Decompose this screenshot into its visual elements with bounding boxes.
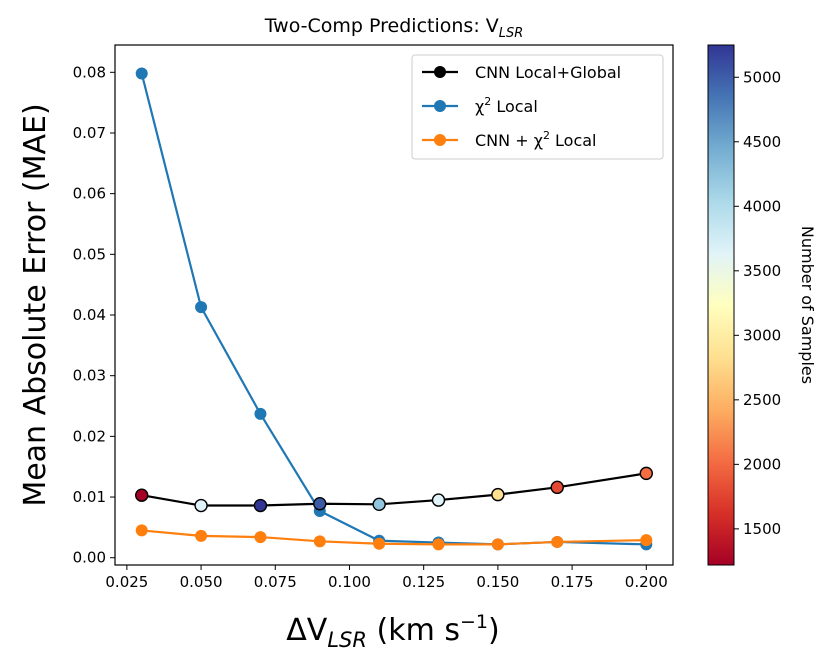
y-tick-label: 0.01	[73, 488, 106, 506]
legend-frame	[411, 54, 664, 160]
data-point	[491, 487, 505, 502]
colorbar	[707, 44, 735, 566]
data-point	[313, 497, 327, 511]
y-axis-title: Mean Absolute Error (MAE)	[18, 103, 53, 506]
colorbar-tick-label: 2500	[743, 391, 781, 409]
x-tick-label: 0.025	[105, 573, 148, 591]
y-axis: 0.00 0.01 0.02 0.03 0.04 0.05 0.06 0.07 0.08	[73, 63, 115, 567]
data-point	[373, 537, 386, 550]
data-point	[551, 535, 564, 548]
data-point	[135, 67, 148, 80]
plot-frame	[114, 44, 674, 566]
data-point	[195, 301, 208, 314]
data-point	[550, 480, 564, 495]
colorbar-tick-label: 5000	[743, 68, 781, 86]
data-point	[254, 407, 267, 420]
x-tick-label: 0.100	[328, 573, 371, 591]
data-point	[254, 531, 267, 544]
y-tick-label: 0.02	[73, 427, 106, 445]
data-point	[640, 534, 653, 547]
legend-swatch-marker	[434, 66, 446, 78]
x-axis: 0.025 0.050 0.075 0.100 0.125 0.150 0.175 0.200	[105, 565, 668, 591]
colorbar-tick-label: 1500	[743, 520, 781, 538]
data-point	[253, 498, 268, 513]
chart-title: Two-Comp Predictions: VLSR	[264, 15, 524, 41]
data-point	[432, 538, 445, 551]
colorbar-tick-label: 4000	[743, 197, 781, 215]
x-tick-label: 0.050	[180, 573, 223, 591]
x-tick-label: 0.200	[625, 573, 668, 591]
legend-label: χ2 Local	[475, 95, 538, 116]
x-tick-label: 0.150	[476, 573, 519, 591]
y-tick-label: 0.08	[73, 63, 106, 81]
data-point	[195, 529, 208, 542]
legend-label: CNN + χ2 Local	[475, 129, 597, 150]
colorbar-tick-label: 3500	[743, 262, 781, 280]
legend-swatch-marker	[434, 134, 446, 146]
data-point	[639, 466, 653, 481]
x-tick-label: 0.125	[402, 573, 445, 591]
x-axis-title: ΔVLSR (km s−1)	[286, 611, 499, 652]
legend-swatch-marker	[434, 100, 446, 112]
y-tick-label: 0.06	[73, 185, 106, 203]
data-point	[372, 497, 386, 512]
legend-label: CNN Local+Global	[475, 63, 621, 82]
data-point	[313, 535, 326, 548]
colorbar-tick-label: 4500	[743, 133, 781, 151]
plot-series	[135, 67, 653, 551]
colorbar-tick-label: 2000	[743, 455, 781, 473]
series-line-2	[141, 472, 647, 507]
y-tick-label: 0.04	[73, 306, 106, 324]
data-point	[194, 498, 208, 513]
y-tick-label: 0.00	[73, 549, 106, 567]
data-point	[431, 493, 446, 507]
colorbar-tick-label: 3000	[743, 326, 781, 344]
data-point	[135, 524, 148, 537]
y-tick-label: 0.07	[73, 124, 106, 142]
x-tick-label: 0.075	[254, 573, 297, 591]
y-tick-label: 0.05	[73, 245, 106, 263]
colorbar-ticks: 1500 2000 2500 3000 3500 4000 4500 5000	[734, 68, 781, 538]
x-tick-label: 0.175	[551, 573, 594, 591]
colorbar-title: Number of Samples	[798, 226, 817, 384]
legend: CNN Local+Global χ2 Local CNN + χ2 Local	[411, 54, 664, 160]
data-point	[491, 538, 504, 551]
data-point	[135, 488, 149, 502]
y-tick-label: 0.03	[73, 367, 106, 385]
